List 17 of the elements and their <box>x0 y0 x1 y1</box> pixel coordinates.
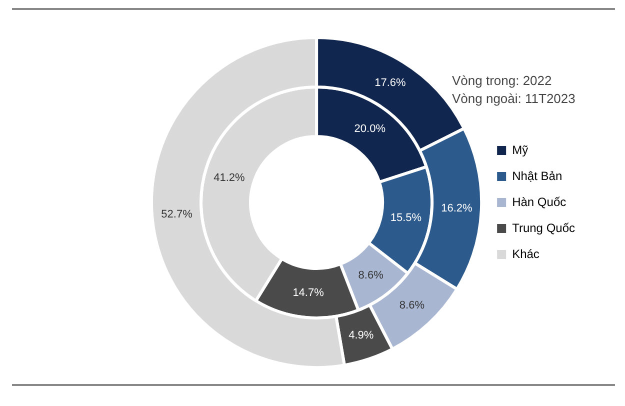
legend-label: Trung Quốc <box>512 220 576 235</box>
text: 14.7% <box>292 286 324 299</box>
text: 16.2% <box>441 202 472 215</box>
text: 20.0% <box>354 123 386 136</box>
legend-label: Hàn Quốc <box>512 194 566 209</box>
text: 4.9% <box>348 330 374 342</box>
text: 17.6% <box>374 77 406 90</box>
text: 41.2% <box>214 172 245 184</box>
text: Vòng trong: 2022 <box>452 72 553 90</box>
text: 8.6% <box>399 299 424 312</box>
text: 15.5% <box>390 212 422 224</box>
text: 52.7% <box>161 208 192 220</box>
text: Vòng ngoài: 11T2023 <box>452 90 576 108</box>
legend-label: Mỹ <box>512 142 528 157</box>
legend-label: Khác <box>512 246 540 261</box>
text: 8.6% <box>358 269 384 282</box>
legend-label: Nhật Bản <box>512 168 562 183</box>
